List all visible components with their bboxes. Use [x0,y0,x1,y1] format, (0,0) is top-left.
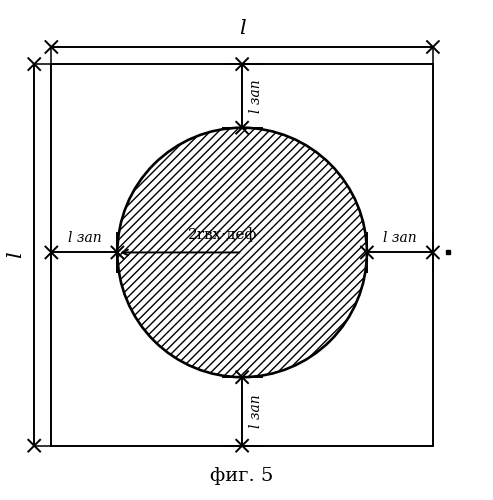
Text: l зап: l зап [68,231,101,245]
Text: l зап: l зап [249,79,263,112]
Text: фиг. 5: фиг. 5 [211,467,274,485]
Bar [51,64,433,446]
Text: l: l [6,252,26,258]
Text: 2rвх·деф: 2rвх·деф [188,227,257,242]
Text: l зап: l зап [249,394,263,428]
Text: l: l [239,19,246,38]
Text: l зап: l зап [383,231,417,245]
Circle shape [117,128,367,377]
